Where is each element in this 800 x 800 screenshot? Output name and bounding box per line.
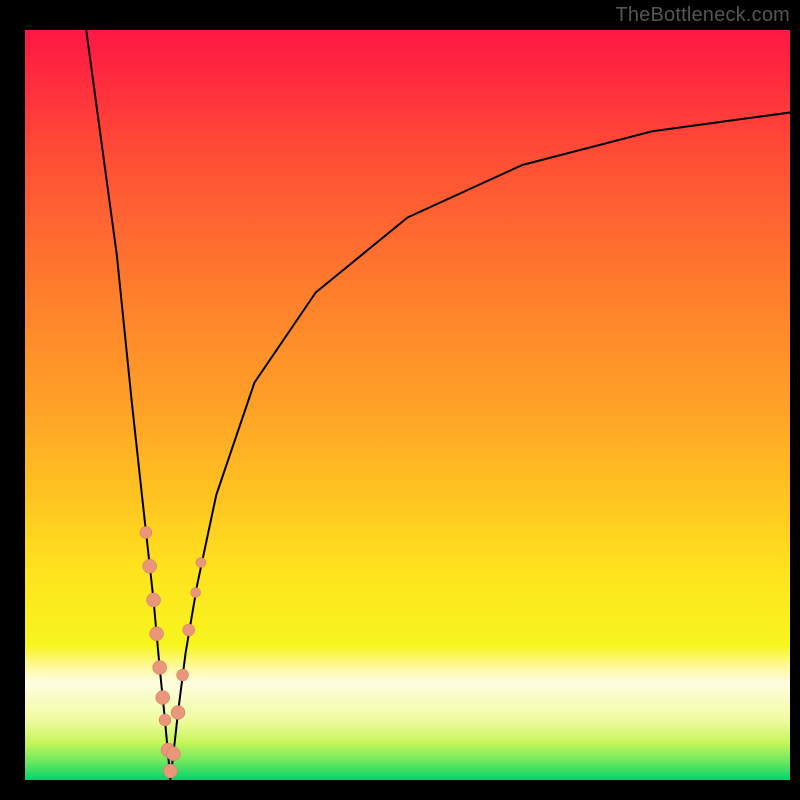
marker-dot — [159, 714, 171, 726]
chart-stage: TheBottleneck.com — [0, 0, 800, 800]
marker-dot — [143, 559, 157, 573]
watermark-text: TheBottleneck.com — [615, 4, 790, 27]
marker-dot — [150, 627, 164, 641]
marker-dot — [163, 764, 177, 778]
marker-dot — [171, 706, 185, 720]
marker-dot — [183, 624, 195, 636]
marker-dot — [166, 747, 180, 761]
marker-dot — [191, 588, 201, 598]
marker-dot — [147, 593, 161, 607]
marker-dot — [153, 661, 167, 675]
marker-dot — [140, 527, 152, 539]
marker-dot — [196, 558, 206, 568]
marker-dot — [156, 691, 170, 705]
plot-background — [25, 30, 790, 780]
bottleneck-chart — [0, 0, 800, 800]
marker-dot — [177, 669, 189, 681]
